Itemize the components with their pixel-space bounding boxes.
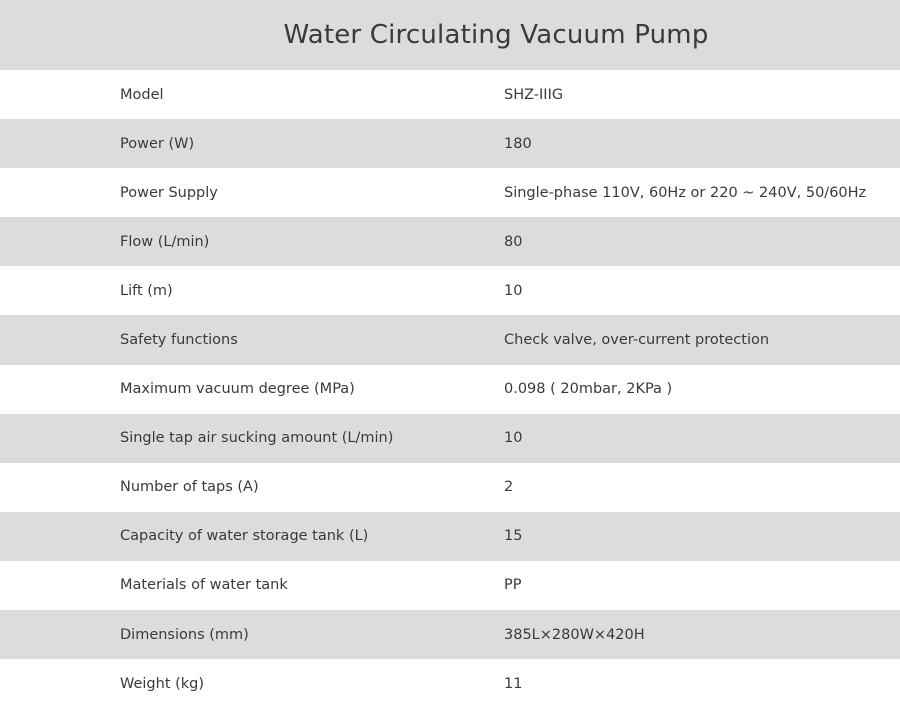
spec-row-power-supply: Power Supply Single-phase 110V, 60Hz or … [0, 168, 900, 218]
spec-row-max-vacuum: Maximum vacuum degree (MPa) 0.098 ( 20mb… [0, 364, 900, 414]
spec-row-tank-material: Materials of water tank PP [0, 560, 900, 611]
page-title: Water Circulating Vacuum Pump [283, 20, 709, 50]
spec-value: Check valve, over-current protection [504, 332, 770, 349]
spec-label: Model [120, 86, 164, 103]
spec-value: 2 [504, 479, 514, 496]
spec-row-model: Model SHZ-IIIG [0, 70, 900, 120]
spec-label: Number of taps (A) [120, 479, 259, 496]
spec-row-safety-functions: Safety functions Check valve, over-curre… [0, 315, 900, 365]
spec-row-flow: Flow (L/min) 80 [0, 217, 900, 267]
spec-label: Lift (m) [120, 282, 173, 299]
spec-row-air-sucking: Single tap air sucking amount (L/min) 10 [0, 413, 900, 463]
spec-value: Single-phase 110V, 60Hz or 220 ~ 240V, 5… [504, 184, 867, 201]
spec-label: Capacity of water storage tank (L) [120, 528, 369, 545]
spec-label: Weight (kg) [120, 675, 205, 692]
spec-value: 80 [504, 233, 523, 250]
spec-value: SHZ-IIIG [504, 86, 564, 103]
spec-value: 10 [504, 282, 523, 299]
spec-row-weight: Weight (kg) 11 [0, 659, 900, 708]
spec-row-lift: Lift (m) 10 [0, 266, 900, 316]
spec-label: Safety functions [120, 332, 238, 349]
spec-label: Flow (L/min) [120, 233, 210, 250]
spec-row-power: Power (W) 180 [0, 119, 900, 169]
spec-value: 385L×280W×420H [504, 626, 645, 643]
spec-value: 15 [504, 528, 523, 545]
spec-label: Maximum vacuum degree (MPa) [120, 381, 355, 398]
spec-label: Power Supply [120, 184, 218, 201]
spec-row-number-of-taps: Number of taps (A) 2 [0, 462, 900, 512]
spec-value: 180 [504, 135, 532, 152]
spec-row-dimensions: Dimensions (mm) 385L×280W×420H [0, 610, 900, 660]
title-bar: Water Circulating Vacuum Pump [0, 0, 900, 70]
spec-value: 11 [504, 675, 523, 692]
spec-value: PP [504, 577, 522, 594]
spec-table: Model SHZ-IIIG Power (W) 180 Power Suppl… [0, 70, 900, 708]
spec-label: Dimensions (mm) [120, 626, 249, 643]
spec-row-tank-capacity: Capacity of water storage tank (L) 15 [0, 511, 900, 561]
spec-label: Materials of water tank [120, 577, 288, 594]
spec-value: 0.098 ( 20mbar, 2KPa ) [504, 381, 673, 398]
spec-label: Single tap air sucking amount (L/min) [120, 430, 394, 447]
spec-value: 10 [504, 430, 523, 447]
spec-label: Power (W) [120, 135, 195, 152]
